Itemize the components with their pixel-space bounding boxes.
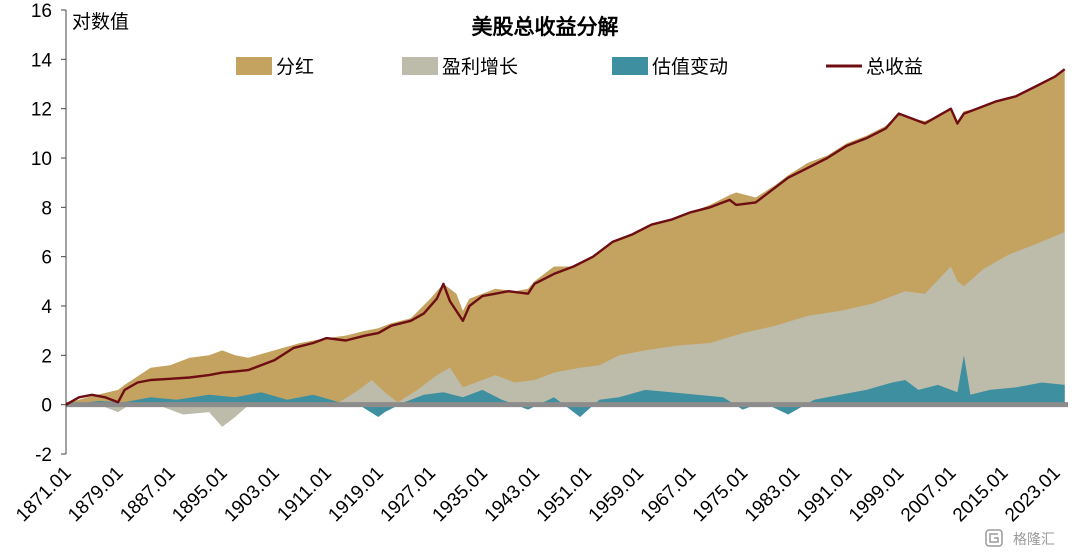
x-tick-label: 1991.01 [793, 463, 856, 526]
legend-swatch-3 [612, 57, 648, 75]
y-axis-label: 对数值 [72, 11, 129, 33]
x-tick-label: 1903.01 [220, 463, 283, 526]
watermark-text: 格隆汇 [1013, 532, 1055, 548]
legend-swatch-2 [402, 57, 438, 75]
area-layers [66, 69, 1068, 427]
x-tick-label: 1871.01 [12, 463, 75, 526]
y-tick-label: 12 [31, 100, 52, 121]
y-tick-label: 16 [31, 1, 52, 22]
y-tick-label: 2 [41, 346, 52, 367]
x-tick-label: 1927.01 [377, 463, 440, 526]
y-tick-label: 0 [41, 396, 52, 417]
legend-swatch-1 [236, 57, 272, 75]
y-tick-label: -2 [35, 445, 52, 466]
y-tick-label: 10 [31, 149, 52, 170]
y-tick-label: 14 [31, 50, 53, 71]
x-tick-label: 1911.01 [273, 463, 335, 525]
x-tick-label: 2007.01 [897, 463, 960, 526]
x-tick-label: 1935.01 [429, 463, 492, 526]
x-tick-label: 1895.01 [168, 463, 231, 526]
y-axis: -2 0 2 4 6 8 10 12 14 16 [31, 1, 67, 466]
y-tick-label: 4 [41, 297, 52, 318]
x-tick-label: 1879.01 [64, 463, 127, 526]
legend-label-3: 估值变动 [652, 56, 728, 78]
y-tick-label: 6 [41, 248, 52, 269]
legend-label-2: 盈利增长 [442, 56, 518, 78]
x-tick-label: 2023.01 [1001, 463, 1064, 526]
area-series-3 [66, 355, 1065, 417]
x-tick-label: 1983.01 [741, 463, 804, 526]
y-tick-label: 8 [41, 198, 52, 219]
x-axis: 1871.011879.011887.011895.011903.011911.… [12, 463, 1064, 526]
x-tick-label: 1967.01 [637, 463, 700, 526]
total-return-line [65, 68, 1066, 406]
x-tick-label: 1959.01 [585, 463, 648, 526]
legend-label-1: 分红 [276, 56, 314, 78]
area-series-2 [66, 232, 1065, 427]
chart-title: 美股总收益分解 [472, 15, 619, 39]
legend: 分红 盈利增长 估值变动 总收益 [236, 56, 923, 78]
x-tick-label: 1975.01 [689, 463, 752, 526]
line-layers [65, 68, 1066, 406]
x-tick-label: 1999.01 [845, 463, 908, 526]
x-tick-label: 1943.01 [481, 463, 544, 526]
x-tick-label: 1951.01 [533, 463, 596, 526]
x-tick-label: 1919.01 [324, 463, 387, 526]
x-tick-label: 1887.01 [116, 463, 179, 526]
watermark-logo-icon [985, 529, 1003, 547]
x-tick-label: 2015.01 [949, 463, 1012, 526]
legend-label-4: 总收益 [866, 56, 923, 78]
